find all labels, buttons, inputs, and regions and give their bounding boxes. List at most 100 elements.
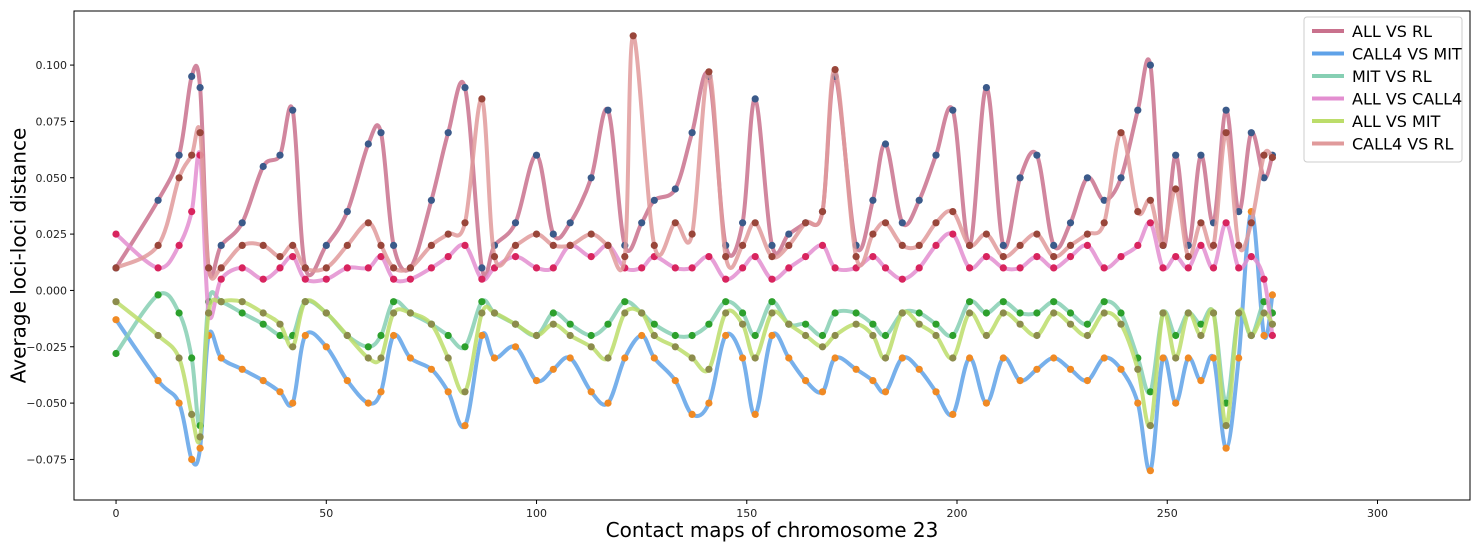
data-point <box>688 331 696 340</box>
data-point <box>671 185 679 193</box>
data-point <box>604 106 612 114</box>
data-point <box>490 309 499 317</box>
data-point <box>1247 219 1255 227</box>
data-point <box>1117 309 1125 317</box>
data-point <box>831 309 839 317</box>
data-point <box>175 309 183 317</box>
data-point <box>532 151 541 159</box>
data-point <box>478 264 486 272</box>
data-point <box>1159 241 1167 249</box>
data-point <box>688 354 696 362</box>
data-point <box>1083 174 1091 182</box>
data-point <box>999 253 1007 261</box>
data-point <box>1050 309 1058 317</box>
data-point <box>966 354 974 362</box>
data-point <box>377 331 385 340</box>
data-point <box>175 151 183 159</box>
data-point <box>966 241 974 249</box>
data-point <box>1222 444 1230 452</box>
data-point <box>276 320 284 328</box>
data-point <box>869 230 877 238</box>
data-point <box>549 320 557 328</box>
data-point <box>671 343 679 351</box>
data-point <box>364 264 372 272</box>
data-point <box>671 264 679 272</box>
data-point <box>549 230 557 238</box>
data-point <box>364 354 372 362</box>
data-point <box>478 309 486 317</box>
data-point <box>739 354 747 362</box>
data-point <box>1172 354 1180 362</box>
data-point <box>802 377 810 385</box>
data-point <box>511 320 520 328</box>
data-point <box>671 377 679 385</box>
data-point <box>818 388 827 396</box>
data-point <box>1222 219 1230 227</box>
data-point <box>949 230 957 238</box>
data-point <box>1100 354 1108 362</box>
data-point <box>1268 153 1276 162</box>
data-point <box>1235 208 1243 216</box>
data-point <box>768 331 776 340</box>
data-point <box>478 95 486 103</box>
data-point <box>1050 264 1058 272</box>
data-point <box>532 230 541 238</box>
data-point <box>490 253 499 261</box>
data-point <box>949 331 957 340</box>
data-point <box>1083 241 1091 249</box>
data-point <box>188 208 196 216</box>
data-point <box>1159 354 1167 362</box>
x-tick-label: 300 <box>1367 507 1388 520</box>
data-point <box>238 264 246 272</box>
data-point <box>1247 129 1255 137</box>
series-layer <box>112 32 1276 475</box>
data-point <box>1197 377 1205 385</box>
data-point <box>154 241 162 249</box>
data-point <box>1146 467 1154 475</box>
data-point <box>768 309 776 317</box>
data-point <box>1016 320 1024 328</box>
data-point <box>188 354 196 362</box>
legend-label: CALL4 VS MIT <box>1352 45 1462 64</box>
data-point <box>1197 151 1205 159</box>
data-point <box>549 241 557 249</box>
data-point <box>112 316 120 324</box>
data-point <box>650 241 658 249</box>
x-tick-label: 100 <box>526 507 547 520</box>
data-point <box>966 298 974 306</box>
data-point <box>722 331 730 340</box>
data-point <box>722 309 730 317</box>
data-point <box>490 354 499 362</box>
data-point <box>238 309 246 317</box>
data-point <box>1209 354 1218 362</box>
data-point <box>154 264 162 272</box>
data-point <box>478 298 486 306</box>
data-point <box>1033 309 1041 317</box>
data-point <box>289 343 297 351</box>
data-point <box>1100 264 1108 272</box>
data-point <box>705 399 713 407</box>
data-point <box>869 377 877 385</box>
data-point <box>1197 241 1205 249</box>
y-tick-label: 0.100 <box>36 59 68 72</box>
data-point <box>175 399 183 407</box>
data-point <box>751 253 759 261</box>
data-point <box>831 354 839 362</box>
data-point <box>1222 399 1230 407</box>
data-point <box>1209 241 1218 249</box>
data-point <box>566 320 574 328</box>
data-point <box>322 275 330 283</box>
data-point <box>802 253 810 261</box>
data-point <box>343 377 351 385</box>
data-point <box>650 354 658 362</box>
data-point <box>217 241 225 249</box>
legend-label: ALL VS MIT <box>1352 112 1441 131</box>
data-point <box>898 275 906 283</box>
data-point <box>1117 253 1125 261</box>
data-point <box>511 241 520 249</box>
data-point <box>1268 331 1276 340</box>
data-point <box>949 410 957 418</box>
data-point <box>587 253 595 261</box>
data-point <box>289 253 297 261</box>
